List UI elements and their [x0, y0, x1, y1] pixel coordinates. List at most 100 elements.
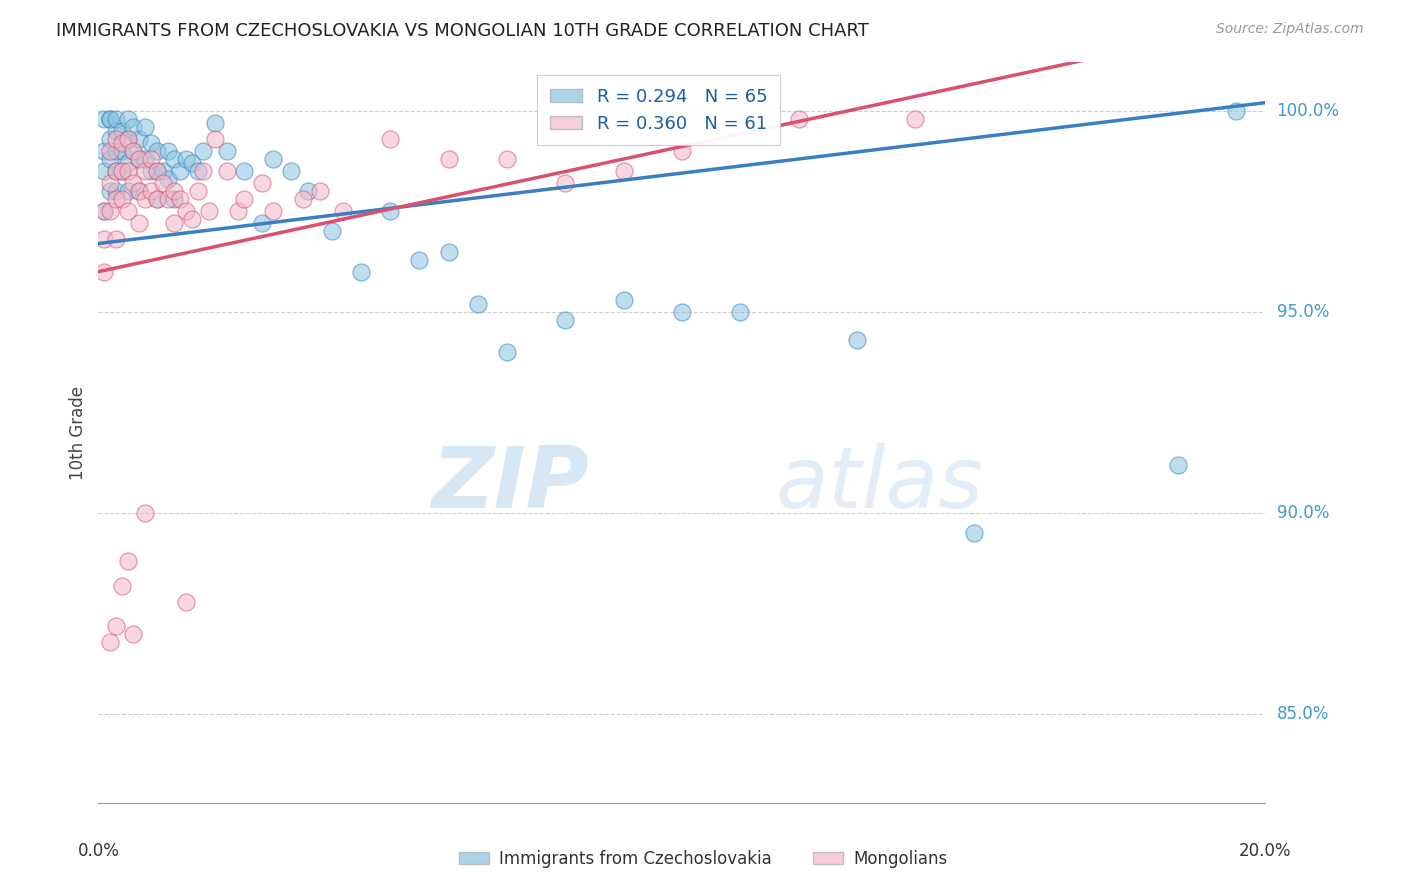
Point [163, 216, 186, 230]
Point [117, 164, 139, 178]
Point [111, 144, 134, 158]
Point [104, 144, 127, 158]
Point [169, 164, 191, 178]
Point [250, 216, 273, 230]
Point [98, 204, 121, 219]
Point [437, 152, 460, 166]
Point [117, 132, 139, 146]
Point [169, 192, 191, 206]
Point [134, 506, 156, 520]
Point [104, 164, 127, 178]
Legend: R = 0.294   N = 65, R = 0.360   N = 61: R = 0.294 N = 65, R = 0.360 N = 61 [537, 75, 780, 145]
Point [787, 112, 810, 126]
Point [228, 204, 250, 219]
Point [117, 184, 139, 198]
Point [174, 594, 197, 608]
Point [98, 112, 121, 126]
Point [146, 164, 169, 178]
Point [139, 164, 162, 178]
Point [139, 152, 162, 166]
Point [122, 627, 145, 641]
Point [380, 204, 402, 219]
Point [128, 152, 150, 166]
Point [117, 156, 139, 170]
Point [111, 136, 134, 150]
Point [163, 184, 186, 198]
Point [152, 176, 174, 190]
Point [117, 132, 139, 146]
Point [157, 192, 180, 206]
Point [904, 112, 927, 126]
Point [215, 164, 238, 178]
Point [280, 164, 302, 178]
Point [496, 345, 519, 359]
Point [146, 144, 169, 158]
Text: 20.0%: 20.0% [1239, 842, 1292, 860]
Point [111, 164, 134, 178]
Point [846, 333, 869, 347]
Point [104, 619, 127, 633]
Text: ZIP: ZIP [430, 443, 589, 526]
Point [180, 212, 202, 227]
Point [962, 526, 984, 541]
Point [134, 192, 156, 206]
Point [146, 192, 169, 206]
Point [122, 144, 145, 158]
Point [134, 164, 156, 178]
Point [111, 164, 134, 178]
Point [128, 184, 150, 198]
Point [104, 184, 127, 198]
Point [262, 152, 284, 166]
Point [187, 164, 209, 178]
Point [117, 112, 139, 126]
Point [198, 204, 221, 219]
Point [163, 192, 186, 206]
Point [408, 252, 430, 267]
Point [146, 192, 169, 206]
Point [146, 164, 169, 178]
Point [204, 132, 226, 146]
Text: 85.0%: 85.0% [1277, 706, 1329, 723]
Point [262, 204, 284, 219]
Point [309, 184, 332, 198]
Point [104, 164, 127, 178]
Point [139, 136, 162, 150]
Point [128, 216, 150, 230]
Point [1225, 103, 1247, 118]
Point [122, 176, 145, 190]
Point [467, 297, 489, 311]
Point [380, 132, 402, 146]
Point [250, 176, 273, 190]
Point [117, 554, 139, 568]
Point [104, 124, 127, 138]
Point [180, 156, 202, 170]
Point [111, 192, 134, 206]
Point [98, 635, 121, 649]
Text: atlas: atlas [775, 443, 983, 526]
Point [193, 144, 215, 158]
Point [204, 116, 226, 130]
Point [174, 204, 197, 219]
Point [93, 144, 115, 158]
Y-axis label: 10th Grade: 10th Grade [69, 385, 87, 480]
Point [174, 152, 197, 166]
Point [215, 144, 238, 158]
Point [93, 204, 115, 219]
Point [98, 144, 121, 158]
Point [612, 293, 634, 307]
Point [111, 578, 134, 592]
Point [117, 204, 139, 219]
Text: 90.0%: 90.0% [1277, 504, 1329, 522]
Point [98, 184, 121, 198]
Point [134, 120, 156, 134]
Text: Source: ZipAtlas.com: Source: ZipAtlas.com [1216, 22, 1364, 37]
Point [98, 112, 121, 126]
Point [98, 176, 121, 190]
Point [496, 152, 519, 166]
Point [152, 164, 174, 178]
Point [93, 112, 115, 126]
Point [730, 305, 752, 319]
Text: IMMIGRANTS FROM CZECHOSLOVAKIA VS MONGOLIAN 10TH GRADE CORRELATION CHART: IMMIGRANTS FROM CZECHOSLOVAKIA VS MONGOL… [56, 22, 869, 40]
Point [134, 152, 156, 166]
Point [93, 204, 115, 219]
